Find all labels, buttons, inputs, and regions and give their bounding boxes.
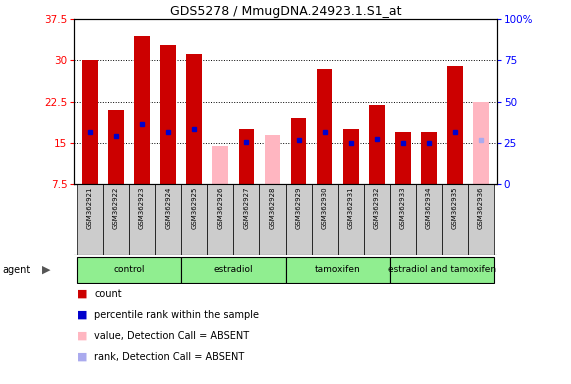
Text: GSM362926: GSM362926 bbox=[218, 187, 223, 229]
Bar bbox=[337, 184, 364, 255]
Bar bbox=[212, 146, 228, 184]
Text: agent: agent bbox=[3, 265, 31, 275]
Bar bbox=[155, 184, 181, 255]
Bar bbox=[447, 66, 463, 184]
Text: value, Detection Call = ABSENT: value, Detection Call = ABSENT bbox=[94, 331, 250, 341]
Text: GSM362925: GSM362925 bbox=[191, 187, 197, 229]
Bar bbox=[234, 184, 259, 255]
Text: ■: ■ bbox=[77, 331, 87, 341]
Bar bbox=[82, 61, 98, 184]
Bar bbox=[286, 184, 312, 255]
Title: GDS5278 / MmugDNA.24923.1.S1_at: GDS5278 / MmugDNA.24923.1.S1_at bbox=[170, 5, 401, 18]
Bar bbox=[264, 135, 280, 184]
Text: control: control bbox=[113, 265, 145, 274]
Text: count: count bbox=[94, 289, 122, 299]
Text: GSM362929: GSM362929 bbox=[296, 187, 301, 229]
Text: GSM362933: GSM362933 bbox=[400, 187, 406, 229]
Text: rank, Detection Call = ABSENT: rank, Detection Call = ABSENT bbox=[94, 352, 244, 362]
Bar bbox=[395, 132, 411, 184]
Text: GSM362934: GSM362934 bbox=[426, 187, 432, 229]
Text: ■: ■ bbox=[77, 352, 87, 362]
Text: percentile rank within the sample: percentile rank within the sample bbox=[94, 310, 259, 320]
Bar bbox=[343, 129, 359, 184]
Bar bbox=[77, 257, 181, 283]
Bar bbox=[207, 184, 234, 255]
Text: ■: ■ bbox=[77, 310, 87, 320]
Bar bbox=[103, 184, 129, 255]
Bar bbox=[259, 184, 286, 255]
Bar bbox=[291, 118, 307, 184]
Bar bbox=[129, 184, 155, 255]
Bar bbox=[416, 184, 442, 255]
Bar bbox=[181, 184, 207, 255]
Text: GSM362930: GSM362930 bbox=[321, 187, 328, 229]
Text: ▶: ▶ bbox=[42, 265, 50, 275]
Text: GSM362923: GSM362923 bbox=[139, 187, 145, 229]
Text: ■: ■ bbox=[77, 289, 87, 299]
Bar bbox=[369, 104, 385, 184]
Bar bbox=[421, 132, 437, 184]
Bar bbox=[317, 69, 332, 184]
Bar bbox=[390, 257, 494, 283]
Text: GSM362927: GSM362927 bbox=[243, 187, 250, 229]
Text: estradiol: estradiol bbox=[214, 265, 253, 274]
Bar bbox=[364, 184, 390, 255]
Bar bbox=[286, 257, 390, 283]
Text: GSM362921: GSM362921 bbox=[87, 187, 93, 229]
Text: GSM362922: GSM362922 bbox=[113, 187, 119, 229]
Bar bbox=[239, 129, 254, 184]
Text: GSM362935: GSM362935 bbox=[452, 187, 458, 229]
Bar bbox=[186, 54, 202, 184]
Bar bbox=[134, 36, 150, 184]
Bar bbox=[181, 257, 286, 283]
Bar bbox=[468, 184, 494, 255]
Text: GSM362932: GSM362932 bbox=[374, 187, 380, 229]
Bar bbox=[160, 45, 176, 184]
Text: tamoxifen: tamoxifen bbox=[315, 265, 360, 274]
Bar bbox=[312, 184, 337, 255]
Bar bbox=[108, 110, 124, 184]
Bar bbox=[390, 184, 416, 255]
Bar bbox=[473, 102, 489, 184]
Text: GSM362936: GSM362936 bbox=[478, 187, 484, 229]
Text: GSM362928: GSM362928 bbox=[270, 187, 275, 229]
Text: GSM362924: GSM362924 bbox=[165, 187, 171, 229]
Text: estradiol and tamoxifen: estradiol and tamoxifen bbox=[388, 265, 496, 274]
Bar bbox=[77, 184, 103, 255]
Text: GSM362931: GSM362931 bbox=[348, 187, 353, 229]
Bar bbox=[442, 184, 468, 255]
